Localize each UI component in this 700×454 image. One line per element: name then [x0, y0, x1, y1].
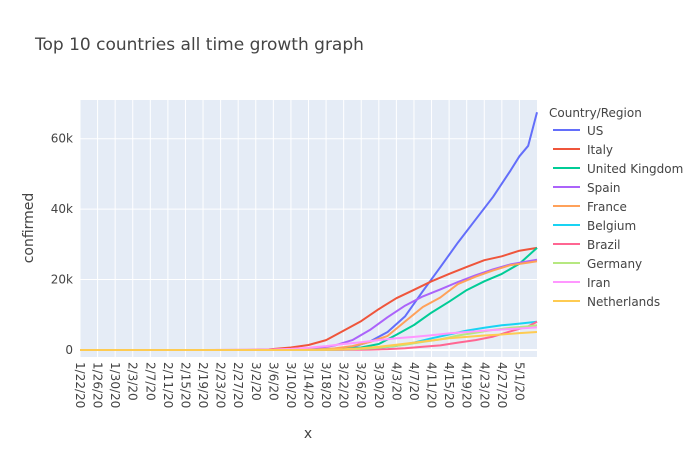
legend-item-italy[interactable]: Italy [553, 143, 613, 157]
legend-title: Country/Region [549, 106, 642, 120]
x-tick-label: 4/11/20 [425, 362, 439, 408]
x-tick-label: 2/3/20 [126, 362, 140, 401]
x-tick-label: 2/15/20 [179, 362, 193, 408]
x-tick-label: 1/30/20 [108, 362, 122, 408]
legend-item-spain[interactable]: Spain [553, 181, 621, 195]
chart-title: Top 10 countries all time growth graph [34, 35, 364, 55]
x-tick-label: 2/11/20 [161, 362, 175, 408]
legend-label: United Kingdom [587, 162, 683, 176]
series-line-netherlands [80, 331, 538, 351]
x-tick-label: 2/23/20 [214, 362, 228, 408]
x-tick-label: 3/30/20 [372, 362, 386, 408]
series-lines [80, 112, 538, 351]
legend-label: Italy [587, 143, 613, 157]
x-tick-label: 3/26/20 [354, 362, 368, 408]
x-tick-label: 3/22/20 [337, 362, 351, 408]
x-tick-label: 4/23/20 [477, 362, 491, 408]
x-tick-label: 4/3/20 [389, 362, 403, 401]
legend-item-brazil[interactable]: Brazil [553, 238, 621, 252]
legend: US Italy United Kingdom Spain France Belgium B… [553, 124, 683, 309]
x-tick-label: 3/10/20 [284, 362, 298, 408]
y-tick-label: 20k [51, 273, 73, 287]
x-tick-label: 3/18/20 [319, 362, 333, 408]
x-tick-label: 4/19/20 [460, 362, 474, 408]
legend-label: Spain [587, 181, 621, 195]
legend-label: Iran [587, 276, 610, 290]
x-axis-label: x [304, 426, 312, 442]
legend-label: Brazil [587, 238, 621, 252]
x-axis-ticks: 1/22/20 1/26/20 1/30/20 2/3/20 2/7/20 2/11/20… [73, 362, 526, 408]
x-tick-label: 3/2/20 [249, 362, 263, 401]
x-tick-label: 5/1/20 [512, 362, 526, 401]
x-tick-label: 3/6/20 [266, 362, 280, 401]
legend-item-france[interactable]: France [553, 200, 627, 214]
x-tick-label: 1/26/20 [91, 362, 105, 408]
y-axis-label: confirmed [21, 193, 37, 264]
x-tick-label: 2/19/20 [196, 362, 210, 408]
x-tick-label: 3/14/20 [302, 362, 316, 408]
legend-item-belgium[interactable]: Belgium [553, 219, 636, 233]
legend-item-us[interactable]: US [553, 124, 603, 138]
legend-item-united-kingdom[interactable]: United Kingdom [553, 162, 683, 176]
y-tick-label: 0 [65, 343, 73, 357]
y-tick-label: 40k [51, 202, 73, 216]
legend-label: France [587, 200, 627, 214]
x-tick-label: 1/22/20 [73, 362, 87, 408]
x-tick-label: 4/27/20 [495, 362, 509, 408]
y-tick-label: 60k [51, 132, 73, 146]
x-tick-label: 2/7/20 [143, 362, 157, 401]
x-tick-label: 2/27/20 [231, 362, 245, 408]
legend-label: Germany [587, 257, 642, 271]
legend-item-germany[interactable]: Germany [553, 257, 642, 271]
x-tick-label: 4/15/20 [442, 362, 456, 408]
legend-item-netherlands[interactable]: Netherlands [553, 295, 660, 309]
legend-item-iran[interactable]: Iran [553, 276, 610, 290]
y-axis-ticks: 0 20k 40k 60k [51, 132, 73, 357]
legend-label: Netherlands [587, 295, 660, 309]
legend-label: Belgium [587, 219, 636, 233]
grid-lines [79, 100, 537, 357]
legend-label: US [587, 124, 603, 138]
x-tick-label: 4/7/20 [407, 362, 421, 401]
